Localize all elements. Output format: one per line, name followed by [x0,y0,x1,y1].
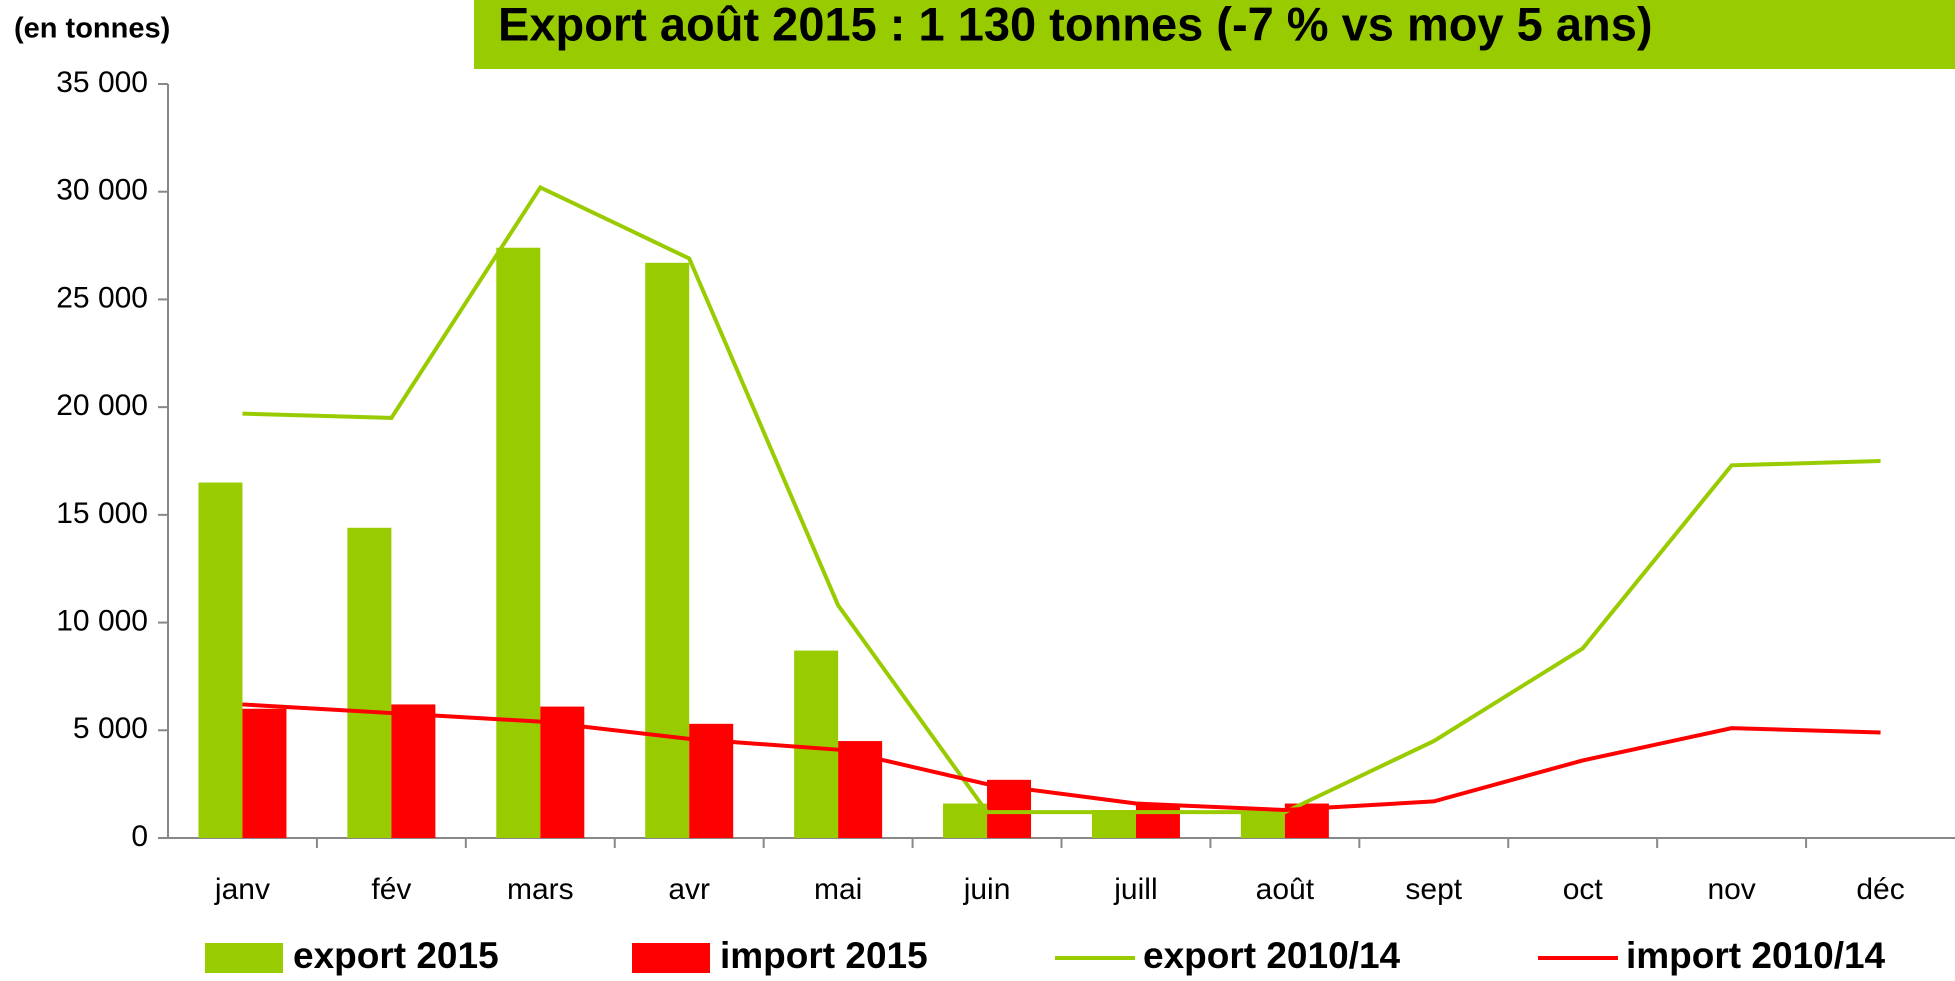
chart-title: Export août 2015 : 1 130 tonnes (-7 % vs… [498,0,1653,50]
bar [347,527,392,838]
x-tick-label: déc [1856,873,1904,906]
line [242,702,1881,812]
x-tick-label: mai [814,873,862,906]
legend-label: import 2015 [720,935,928,976]
bar [943,803,988,838]
legend-label: export 2015 [293,935,499,976]
line [242,184,1881,815]
legend-swatch [632,943,710,973]
x-tick-label: août [1256,873,1315,906]
y-tick-label: 25 000 [56,281,148,314]
bar [496,247,541,838]
x-tick-label: juin [963,873,1011,906]
legend-label: export 2010/14 [1143,935,1401,976]
x-tick-label: sept [1405,873,1462,906]
y-tick-label: 10 000 [56,604,148,637]
title-box [474,0,1955,69]
bar [645,262,690,838]
y-tick-label: 0 [131,820,148,853]
bar [242,708,287,838]
x-tick-label: avr [668,873,710,906]
x-tick-label: juill [1113,873,1157,906]
legend-label: import 2010/14 [1626,935,1886,976]
y-tick-label: 20 000 [56,389,148,422]
y-tick-label: 30 000 [56,174,148,207]
bar [1240,813,1285,838]
bar [198,482,243,838]
y-tick-label: 35 000 [56,66,148,99]
y-tick-label: 15 000 [56,497,148,530]
x-tick-label: oct [1563,873,1604,906]
bar [540,706,585,838]
x-tick-label: fév [371,873,411,906]
bar [794,650,839,838]
bar [1135,803,1180,838]
y-axis-label: (en tonnes) [14,13,170,45]
x-tick-label: mars [507,873,574,906]
x-tick-label: nov [1707,873,1755,906]
y-tick-label: 5 000 [73,712,148,745]
bar [1091,809,1136,838]
legend-swatch [205,943,283,973]
bar [391,704,436,838]
x-tick-label: janv [214,873,270,906]
